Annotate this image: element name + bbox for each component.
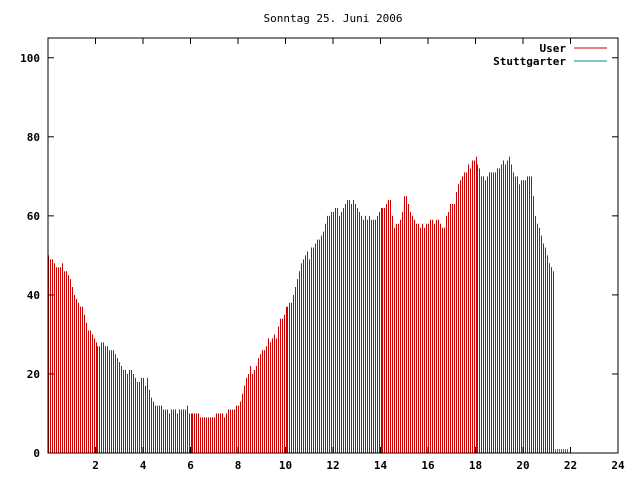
y-tick-label: 100 bbox=[20, 52, 40, 65]
y-tick-label: 20 bbox=[27, 368, 40, 381]
legend-label-stuttgarter: Stuttgarter bbox=[493, 55, 566, 68]
x-tick-label: 22 bbox=[564, 459, 577, 472]
x-tick-label: 18 bbox=[469, 459, 482, 472]
y-tick-label: 0 bbox=[33, 447, 40, 460]
user-series bbox=[48, 156, 554, 453]
x-tick-label: 6 bbox=[187, 459, 194, 472]
y-tick-label: 40 bbox=[27, 289, 40, 302]
x-tick-label: 16 bbox=[421, 459, 435, 472]
x-tick-label: 24 bbox=[611, 459, 625, 472]
y-tick-label: 80 bbox=[27, 131, 40, 144]
x-tick-label: 12 bbox=[326, 459, 339, 472]
x-tick-label: 10 bbox=[279, 459, 292, 472]
chart-title: Sonntag 25. Juni 2006 bbox=[263, 12, 402, 25]
x-tick-label: 8 bbox=[235, 459, 242, 472]
x-axis: 2 4 6 8 10 12 14 16 18 20 22 24 bbox=[92, 38, 625, 472]
x-tick-label: 2 bbox=[92, 459, 99, 472]
x-tick-label: 4 bbox=[140, 459, 147, 472]
y-axis: 0 20 40 60 80 100 bbox=[20, 52, 618, 460]
x-tick-label: 20 bbox=[516, 459, 529, 472]
legend-label-user: User bbox=[540, 42, 567, 55]
legend: User Stuttgarter bbox=[493, 42, 607, 68]
y-tick-label: 60 bbox=[27, 210, 40, 223]
x-tick-label: 14 bbox=[374, 459, 388, 472]
